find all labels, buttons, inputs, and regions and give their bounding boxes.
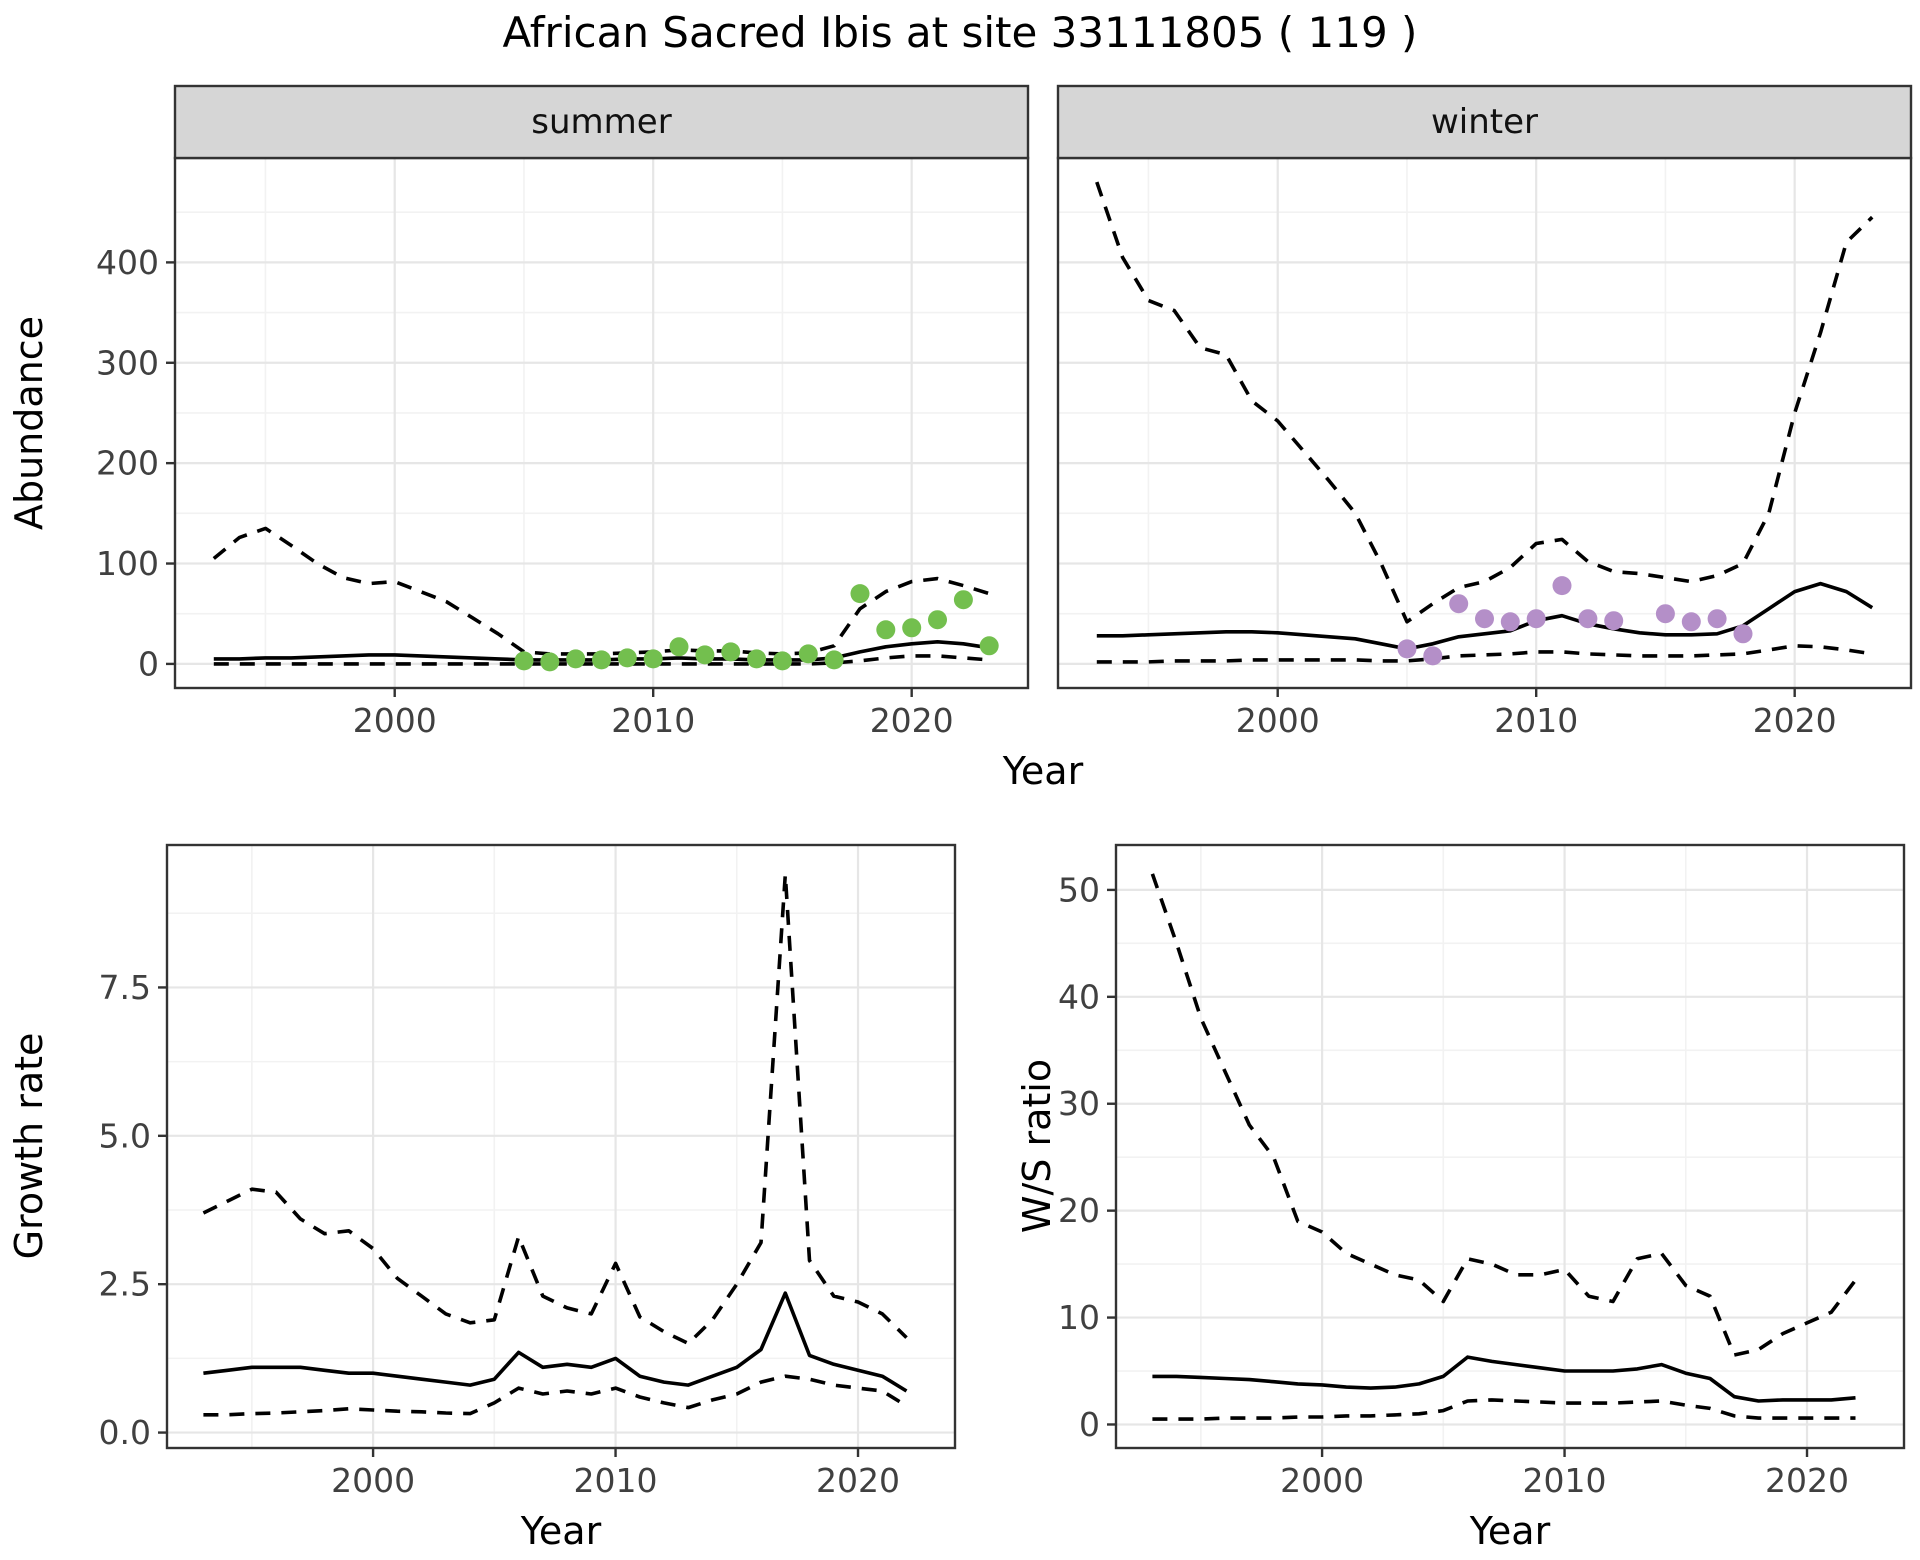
series-median (1152, 1355, 1856, 1403)
y-tick-label: 2.5 (99, 1265, 151, 1304)
data-point (1681, 612, 1701, 632)
data-point (1604, 611, 1624, 631)
data-point (876, 620, 896, 640)
points-observed-counts (514, 584, 999, 672)
x-tick-label: 2000 (1280, 1461, 1364, 1500)
gridlines (175, 158, 1028, 688)
x-tick-label: 2010 (611, 701, 695, 740)
y-tick-label: 200 (96, 444, 159, 483)
axis-title-y: Abundance (7, 316, 51, 530)
x-tick-label: 2020 (1765, 1461, 1849, 1500)
data-point (1449, 594, 1469, 614)
axis-title-x: Year (1469, 1509, 1551, 1553)
gridlines (1116, 845, 1904, 1448)
data-point (1578, 609, 1598, 629)
y-tick-label: 100 (96, 544, 159, 583)
series-lower-ci (1152, 1398, 1856, 1421)
data-point (514, 651, 534, 671)
panel-background (167, 845, 955, 1448)
x-tick-label: 2020 (1753, 701, 1837, 740)
x-tick-label: 2010 (1523, 1461, 1607, 1500)
data-point (747, 649, 767, 669)
data-point (772, 651, 792, 671)
data-point (798, 644, 818, 664)
data-point (979, 636, 999, 656)
y-tick-label: 50 (1058, 870, 1100, 909)
y-tick-label: 20 (1058, 1191, 1100, 1230)
panel-background (1116, 845, 1904, 1448)
data-point (540, 652, 560, 672)
series-upper-ci (202, 872, 908, 1346)
data-point (850, 584, 870, 604)
x-tick-label: 2000 (331, 1461, 415, 1500)
series-lines (1150, 873, 1857, 1421)
y-tick-label: 0 (1079, 1405, 1100, 1444)
data-point (721, 642, 741, 662)
axis-title-y: W/S ratio (1015, 1059, 1059, 1233)
data-point (1733, 624, 1753, 644)
panel-border (165, 843, 957, 1450)
facet-strip (1056, 84, 1913, 160)
y-tick-label: 0.0 (99, 1413, 151, 1452)
data-point (1526, 609, 1546, 629)
facet-strip (173, 84, 1030, 160)
data-point (1423, 646, 1443, 666)
points-observed-counts (1397, 576, 1753, 666)
facet-strip-label: summer (531, 102, 671, 142)
axis-title-y: Growth rate (7, 1033, 51, 1260)
y-tick-label: 30 (1058, 1084, 1100, 1123)
y-tick-label: 5.0 (99, 1116, 151, 1155)
series-lines (202, 872, 908, 1417)
data-point (1655, 604, 1675, 624)
axis-title-x: Year (1002, 749, 1084, 793)
x-tick-label: 2020 (870, 701, 954, 740)
data-point (902, 618, 922, 638)
y-tick-label: 7.5 (99, 968, 151, 1007)
panel-ws-ratio: 2000 2010 2020 0 10 20 30 40 50 Year W/S ratio (1015, 843, 1906, 1553)
y-tick-label: 10 (1058, 1298, 1100, 1337)
panel-background (175, 158, 1028, 688)
data-point (928, 610, 947, 630)
data-point (1475, 609, 1494, 629)
data-point (1707, 609, 1727, 629)
data-point (1552, 576, 1572, 596)
y-tick-label: 300 (96, 343, 159, 382)
data-point (643, 649, 663, 669)
x-tick-label: 2000 (1236, 701, 1320, 740)
series-median (203, 1291, 908, 1393)
y-tick-label: 0 (138, 644, 159, 683)
data-point (953, 590, 973, 610)
data-point (1500, 612, 1520, 632)
panel-background (1058, 158, 1911, 688)
panel-abundance-summer: summer 2000 2010 2020 0 100 200 300 400 Year Abund… (7, 84, 1084, 793)
gridlines (167, 845, 955, 1448)
data-point (592, 650, 611, 670)
data-point (1397, 639, 1417, 659)
y-tick-label: 400 (96, 243, 159, 282)
panel-border (1114, 843, 1906, 1450)
panel-abundance-winter: winter 2000 2010 2020 (1056, 84, 1913, 740)
x-tick-label: 2000 (353, 701, 437, 740)
series-upper-ci (1150, 873, 1857, 1357)
chart-title: African Sacred Ibis at site 33111805 ( 1… (502, 8, 1418, 57)
axis-title-x: Year (520, 1509, 602, 1553)
panel-growth-rate: 2000 2010 2020 0.0 2.5 5.0 7.5 Year Growth rate (7, 843, 957, 1553)
data-point (695, 645, 715, 665)
data-point (669, 637, 689, 657)
data-point (566, 649, 586, 669)
series-lower-ci (203, 1374, 908, 1417)
x-tick-label: 2020 (816, 1461, 900, 1500)
x-tick-label: 2010 (1494, 701, 1578, 740)
x-tick-label: 2010 (574, 1461, 658, 1500)
y-tick-label: 40 (1058, 977, 1100, 1016)
data-point (824, 650, 844, 670)
data-point (617, 648, 637, 668)
facet-strip-label: winter (1431, 102, 1538, 142)
